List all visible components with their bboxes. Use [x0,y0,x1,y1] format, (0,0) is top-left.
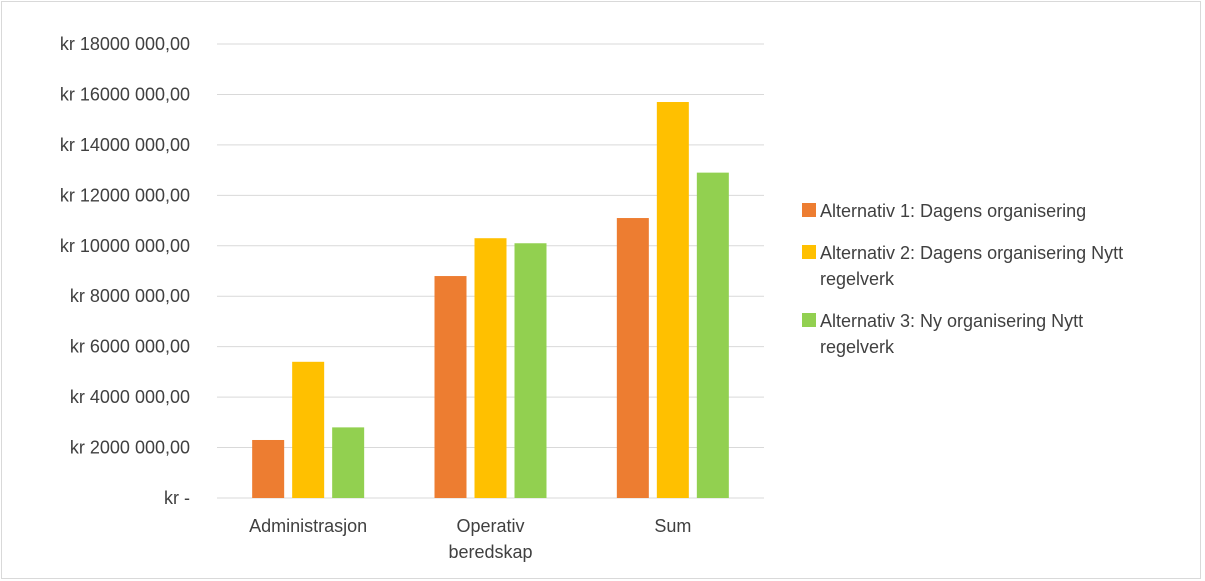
bar-series-3-category-1 [332,427,365,498]
y-tick-label: kr 4000 000,00 [70,387,190,407]
bar-series-2-category-3 [656,102,689,498]
y-tick-label: kr 8000 000,00 [70,286,190,306]
bars [252,102,729,499]
x-tick-label: Administrasjon [249,516,367,536]
y-tick-label: kr 10000 000,00 [60,236,190,256]
y-tick-label: kr 16000 000,00 [60,84,190,104]
legend-label: Alternativ 3: Ny organisering Nytt regelv… [820,311,1084,357]
y-tick-label: kr 2000 000,00 [70,438,190,458]
legend: Alternativ 1: Dagens organisering Alterna… [802,198,1162,376]
y-tick-label: kr 6000 000,00 [70,337,190,357]
y-tick-label: kr 14000 000,00 [60,135,190,155]
legend-label: Alternativ 1: Dagens organisering [820,201,1087,221]
legend-swatch [802,313,816,327]
x-tick-label: Sum [654,516,691,536]
x-tick-label: Operativ beredskap [448,516,532,562]
legend-item-series-2: Alternativ 2: Dagens organisering Nytt re… [802,240,1162,292]
bar-series-1-category-1 [252,439,285,498]
bar-series-2-category-2 [474,238,507,498]
bar-series-1-category-3 [616,218,649,499]
legend-item-series-3: Alternativ 3: Ny organisering Nytt regelv… [802,308,1162,360]
y-tick-label: kr 12000 000,00 [60,185,190,205]
y-tick-label: kr - [164,488,190,508]
x-axis-tick-labels: Administrasjon Operativ beredskap Sum [249,516,691,562]
bar-series-1-category-2 [434,276,467,498]
legend-swatch [802,245,816,259]
legend-label: Alternativ 2: Dagens organisering Nytt re… [820,243,1124,289]
bar-series-2-category-1 [292,361,325,498]
y-tick-label: kr 18000 000,00 [60,34,190,54]
y-axis-tick-labels: kr - kr 2000 000,00 kr 4000 000,00 kr 6000 … [60,34,190,508]
bar-series-3-category-2 [514,243,547,498]
legend-swatch [802,203,816,217]
bar-series-3-category-3 [696,172,729,498]
legend-item-series-1: Alternativ 1: Dagens organisering [802,198,1162,224]
